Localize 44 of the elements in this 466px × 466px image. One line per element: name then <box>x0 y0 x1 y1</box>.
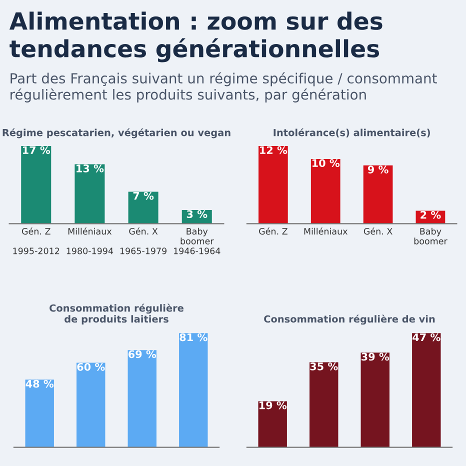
data-label: 48 % <box>26 380 54 388</box>
chart-title: Consommation régulière de vin <box>264 314 435 325</box>
data-label: 35 % <box>310 362 338 370</box>
bar <box>21 146 52 224</box>
x-tick-label: Milléniaux <box>304 227 348 235</box>
chart-title: Régime pescatarien, végétarien ou vegan <box>2 128 230 138</box>
bar <box>310 362 338 448</box>
bar <box>25 380 54 448</box>
data-label: 19 % <box>260 401 287 410</box>
category-label: Gén. Z 1995-2012 <box>13 227 60 254</box>
x-tick-label: Gén. X <box>364 227 392 235</box>
data-label: 2 % <box>420 210 441 219</box>
data-label: 47 % <box>412 333 440 342</box>
bar <box>310 158 340 224</box>
data-label: 81 % <box>180 333 208 342</box>
category-label: Gén. X 1965-1979 <box>120 227 167 254</box>
data-label: 3 % <box>186 210 208 218</box>
bar <box>258 401 287 448</box>
text: Alimentation : zoom sur des tendances générationnelles <box>9 12 382 62</box>
text: Part des Français suivant un régime spécifique / consommant régulièrement les produits suivants, par génération <box>10 72 437 102</box>
bar <box>74 164 105 224</box>
bar <box>258 146 288 224</box>
category-label: Milléniaux 1980-1994 <box>66 227 114 254</box>
bar <box>179 333 208 448</box>
bar <box>76 362 106 448</box>
bar <box>128 350 156 448</box>
data-label: 7 % <box>133 192 154 200</box>
data-label: 10 % <box>312 159 340 168</box>
bar <box>360 352 390 448</box>
data-label: 12 % <box>260 146 288 154</box>
data-label: 9 % <box>368 166 388 174</box>
bar <box>128 192 158 224</box>
x-tick-label: Gén. Z <box>259 227 288 235</box>
data-label: 69 % <box>128 350 156 358</box>
x-tick-label: Baby boomer <box>414 228 448 244</box>
bar <box>363 165 393 224</box>
chart-title: Consommation régulière de produits laitiers <box>50 304 184 325</box>
data-label: 39 % <box>362 352 390 361</box>
bar <box>412 333 441 448</box>
data-label: 13 % <box>76 164 104 172</box>
data-label: 60 % <box>77 362 105 371</box>
data-label: 17 % <box>23 146 50 154</box>
chart-title: Intolérance(s) alimentaire(s) <box>274 128 430 138</box>
x-tick-label: Baby boomer 1946-1964 <box>174 228 220 254</box>
